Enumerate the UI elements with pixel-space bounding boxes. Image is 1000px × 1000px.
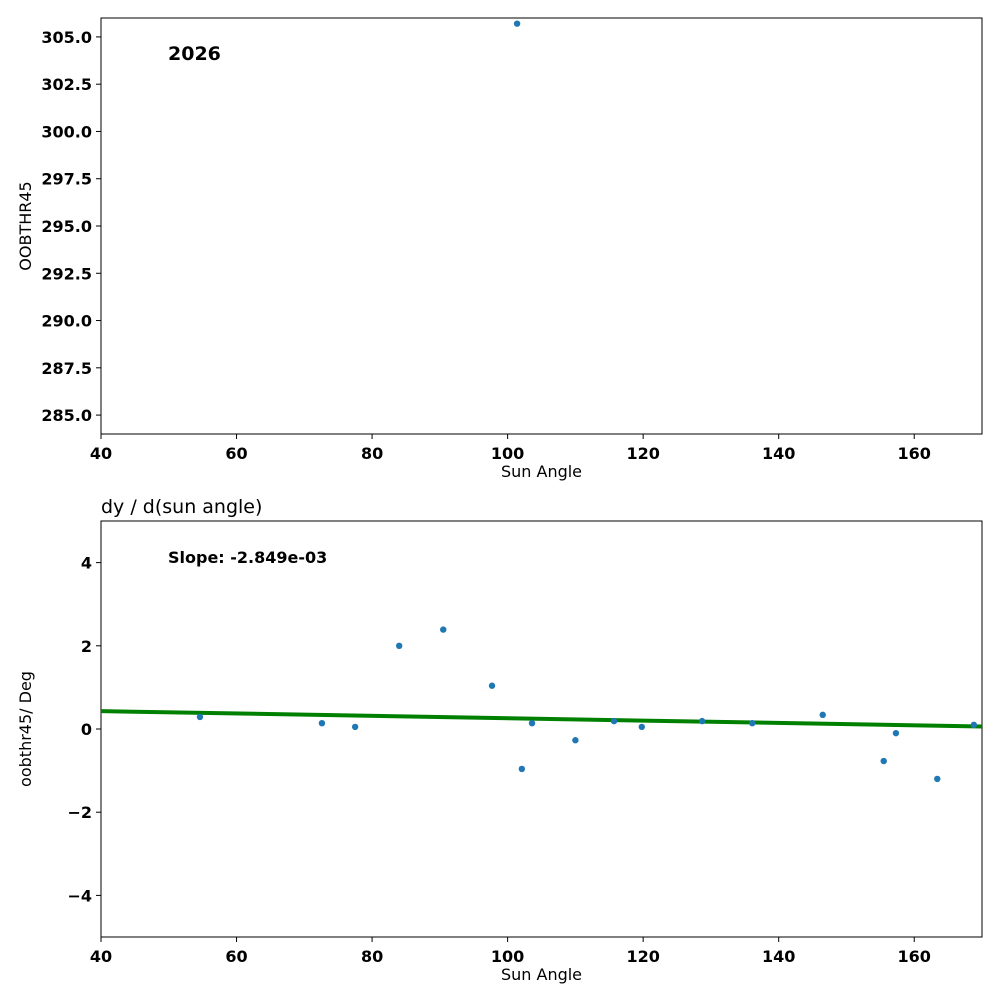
x-tick-label: 60 (225, 947, 247, 966)
data-point (698, 717, 706, 725)
x-tick-label: 80 (361, 444, 383, 463)
x-tick-label: 100 (491, 947, 524, 966)
y-tick-label: −2 (67, 803, 92, 822)
data-point (351, 723, 359, 731)
data-point (749, 719, 756, 727)
fit-line (100, 709, 983, 729)
x-axis-label: Sun Angle (501, 462, 582, 481)
data-point (934, 775, 941, 783)
y-tick-label: 287.5 (41, 359, 92, 378)
y-tick-label: 285.0 (41, 406, 92, 425)
y-tick-label: 305.0 (41, 28, 92, 47)
y-tick-label: −4 (67, 886, 92, 905)
y-tick-label: 2 (81, 637, 92, 656)
data-point (528, 719, 536, 727)
year-annotation: 2026 (168, 43, 221, 65)
x-tick-label: 60 (225, 444, 247, 463)
chart-title: dy / d(sun angle) (101, 496, 262, 518)
y-tick-label: 302.5 (41, 75, 92, 94)
y-tick-label: 300.0 (41, 122, 92, 141)
y-axis-label: oobthr45/ Deg (16, 671, 35, 787)
data-point (970, 721, 978, 729)
x-tick-label: 140 (762, 947, 795, 966)
x-tick-label: 40 (90, 444, 112, 463)
data-point (196, 713, 204, 721)
data-point (395, 642, 403, 649)
x-tick-label: 40 (90, 947, 112, 966)
x-tick-label: 120 (626, 947, 659, 966)
x-tick-label: 140 (762, 444, 795, 463)
data-point (610, 717, 618, 725)
y-axis-label: OOBTHR45 (16, 181, 35, 270)
plot-frame-1 (100, 520, 983, 938)
x-tick-label: 160 (898, 444, 931, 463)
y-tick-label: 0 (81, 720, 92, 739)
data-point (513, 20, 521, 27)
data-point (892, 729, 900, 737)
y-tick-label: 4 (81, 554, 92, 573)
y-tick-label: 292.5 (41, 264, 92, 283)
y-tick-label: 295.0 (41, 217, 92, 236)
data-point (518, 765, 526, 773)
data-point (572, 737, 579, 744)
x-tick-label: 160 (898, 947, 931, 966)
slope-annotation: Slope: -2.849e-03 (168, 548, 327, 567)
x-tick-label: 120 (626, 444, 659, 463)
data-point (318, 719, 326, 727)
plot-frame-0 (100, 17, 983, 435)
x-tick-label: 100 (491, 444, 524, 463)
data-point (880, 757, 887, 765)
data-point (440, 626, 447, 633)
data-point (638, 723, 645, 731)
y-tick-label: 297.5 (41, 170, 92, 189)
data-point (488, 682, 496, 689)
x-tick-label: 80 (361, 947, 383, 966)
data-point (819, 711, 826, 719)
y-tick-label: 290.0 (41, 312, 92, 331)
x-axis-label: Sun Angle (501, 965, 582, 984)
